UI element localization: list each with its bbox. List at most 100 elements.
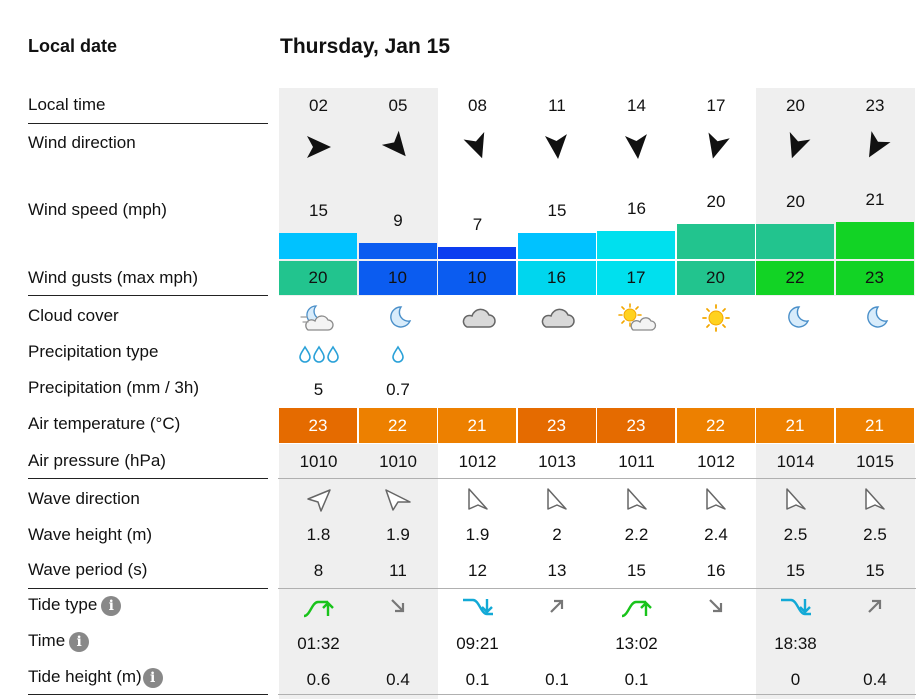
- air-pressure-value: 1015: [856, 452, 894, 471]
- wind-direction-arrow-icon: [677, 132, 756, 167]
- wave-height-value: 2.4: [704, 525, 728, 544]
- date-heading: Thursday, Jan 15: [280, 35, 451, 58]
- air-pressure-value: 1010: [299, 452, 338, 471]
- row-label-tide-time: Time i: [28, 631, 90, 652]
- local-time-cell: 08: [468, 96, 487, 115]
- tide-rise-icon: [836, 596, 915, 621]
- row-divider: [28, 123, 268, 124]
- wind-speed-bar: [676, 224, 755, 259]
- moon-icon: [756, 303, 835, 336]
- info-icon[interactable]: i: [69, 631, 90, 652]
- precip-value: 5: [313, 380, 324, 399]
- night-shade: [279, 444, 359, 699]
- wind-speed-value: 21: [865, 190, 885, 209]
- precip-value: 0.7: [386, 380, 410, 399]
- wind-speed-bar: [517, 233, 596, 259]
- tide-low-icon: [438, 596, 517, 625]
- local-time-cell: 02: [309, 96, 328, 115]
- air-temp-value: 22: [676, 408, 755, 443]
- wind-gust-value: 23: [835, 261, 914, 295]
- sun-icon: [677, 303, 756, 338]
- row-label-wave-direction: Wave direction: [28, 489, 140, 508]
- tide-high-icon: [597, 596, 676, 625]
- tide-height-value: 0.1: [465, 670, 490, 689]
- row-label-wind-speed: Wind speed (mph): [28, 200, 167, 219]
- wave-period-value: 13: [547, 561, 567, 580]
- wind-speed-bar: [597, 231, 675, 259]
- row-label-wave-height: Wave height (m): [28, 525, 153, 544]
- tide-fall-icon: [359, 596, 438, 621]
- wind-speed-value: 16: [627, 199, 646, 218]
- row-label-tide-height: Tide height (m) i: [28, 667, 163, 688]
- info-icon[interactable]: i: [142, 667, 163, 688]
- wind-speed-value: 15: [309, 201, 328, 220]
- wind-direction-arrow-icon: [756, 131, 835, 167]
- night-shade: [756, 444, 836, 699]
- info-icon[interactable]: i: [101, 595, 122, 616]
- air-pressure-value: 1014: [776, 452, 815, 471]
- local-time-cell: 11: [548, 96, 566, 115]
- row-label-wind-gusts: Wind gusts (max mph): [28, 268, 199, 287]
- wave-direction-icon: [677, 487, 756, 518]
- wind-speed-value: 7: [472, 215, 483, 234]
- row-label-air-pressure: Air pressure (hPa): [28, 451, 166, 470]
- wind-speed-bar: [438, 247, 516, 259]
- air-temp-value: 21: [835, 408, 914, 443]
- tide-time-text: Time: [28, 631, 66, 650]
- tide-height-value: 0.6: [306, 670, 331, 689]
- wind-direction-arrow-icon: [518, 132, 597, 167]
- night-shade: [835, 444, 915, 699]
- local-time-cell: 05: [388, 96, 408, 115]
- local-time-cell: 17: [706, 96, 726, 115]
- wind-speed-bar: [358, 243, 437, 259]
- local-time-cell: 14: [627, 96, 646, 115]
- wave-height-value: 2.5: [863, 525, 887, 544]
- wave-direction-icon: [359, 487, 438, 518]
- local-time-cell: 23: [865, 96, 885, 115]
- row-label-air-temp: Air temperature (°C): [28, 414, 181, 433]
- row-label-tide-type: Tide type i: [28, 595, 122, 616]
- sun-cloud-icon: [597, 303, 676, 338]
- wind-gust-value: 10: [438, 261, 516, 295]
- air-pressure-value: 1011: [618, 452, 655, 471]
- night-partly-icon: [279, 303, 358, 338]
- row-label-local-time: Local time: [28, 95, 106, 114]
- wind-gust-value: 22: [756, 261, 834, 295]
- tide-height-value: 0.4: [386, 670, 410, 689]
- tide-time-value: 13:02: [615, 634, 658, 653]
- wave-direction-icon: [438, 487, 517, 518]
- air-temp-value: 23: [279, 408, 357, 443]
- air-pressure-value: 1013: [538, 452, 576, 471]
- tide-height-value: 0.1: [624, 670, 649, 689]
- tide-height-value: 0.1: [545, 670, 569, 689]
- local-date-label: Local date: [28, 36, 118, 56]
- row-label-precip-type: Precipitation type: [28, 342, 159, 361]
- tide-time-value: 09:21: [456, 634, 499, 653]
- wave-period-value: 15: [627, 561, 646, 580]
- wind-speed-value: 15: [547, 201, 567, 220]
- wave-direction-icon: [279, 487, 358, 518]
- wind-direction-arrow-icon: [836, 131, 915, 167]
- tide-low-icon: [756, 596, 835, 625]
- wind-speed-value: 20: [786, 192, 805, 211]
- wave-period-value: 8: [313, 561, 324, 580]
- wave-period-value: 16: [706, 561, 726, 580]
- wind-gust-value: 20: [676, 261, 755, 295]
- wave-height-value: 2.5: [783, 525, 808, 544]
- wind-gust-value: 16: [517, 261, 596, 295]
- cloudy-icon: [518, 303, 597, 336]
- wave-direction-icon: [836, 487, 915, 518]
- grid-divider: [278, 588, 916, 589]
- wave-period-value: 12: [468, 561, 487, 580]
- tide-fall-icon: [677, 596, 756, 621]
- wind-gust-value: 17: [597, 261, 675, 295]
- moon-icon: [836, 303, 915, 336]
- wind-speed-bar: [835, 222, 914, 259]
- wave-direction-icon: [597, 487, 676, 518]
- tide-rise-icon: [518, 596, 597, 621]
- air-pressure-value: 1012: [697, 452, 735, 471]
- grid-divider: [278, 694, 916, 695]
- row-label-precip: Precipitation (mm / 3h): [28, 378, 199, 397]
- wind-direction-arrow-icon: [279, 132, 358, 167]
- wave-period-value: 15: [786, 561, 805, 580]
